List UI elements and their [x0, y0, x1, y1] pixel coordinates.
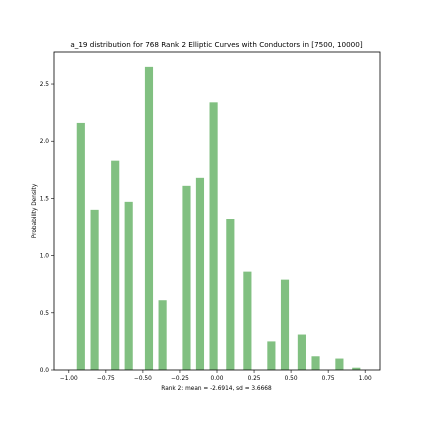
bar-10 — [243, 271, 252, 370]
bar-3 — [124, 201, 133, 370]
x-tick-label: −0.75 — [97, 376, 115, 382]
bar-4 — [144, 66, 154, 370]
bar-6 — [182, 185, 191, 370]
bar-8 — [209, 102, 218, 370]
x-tick-label: 0.00 — [211, 376, 224, 382]
bar-11 — [267, 341, 276, 370]
y-tick-label: 2.5 — [40, 82, 50, 88]
x-tick-label: 0.50 — [285, 376, 298, 382]
x-tick-label: 0.25 — [248, 376, 261, 382]
bar-5 — [158, 300, 167, 370]
chart-title: a_19 distribution for 768 Rank 2 Ellipti… — [70, 40, 362, 49]
y-tick-label: 1.5 — [40, 196, 50, 202]
bar-13 — [297, 334, 306, 370]
x-tick-label: 1.00 — [359, 376, 372, 382]
bars-group — [76, 66, 361, 370]
x-tick-label: 0.75 — [322, 376, 335, 382]
x-tick-label: −0.50 — [134, 376, 152, 382]
y-tick-label: 1.0 — [40, 254, 50, 260]
bar-16 — [352, 367, 361, 370]
x-tick-label: −0.25 — [171, 376, 189, 382]
bar-9 — [226, 219, 235, 370]
x-axis-label: Rank 2: mean = -2.6914, sd = 3.6668 — [161, 386, 272, 392]
x-tick-label: −1.00 — [60, 376, 78, 382]
y-tick-label: 2.0 — [40, 139, 50, 145]
y-axis: 0.0 0.5 1.0 1.5 2.0 2.5 — [40, 82, 54, 374]
y-axis-label: Probability Density — [32, 183, 38, 238]
bar-12 — [280, 279, 290, 370]
y-tick-label: 0.5 — [40, 311, 50, 317]
bar-0 — [76, 122, 85, 370]
x-axis: −1.00 −0.75 −0.50 −0.25 0.00 0.25 0.50 0.75 1.00 — [60, 370, 372, 382]
y-tick-label: 0.0 — [40, 368, 50, 374]
bar-15 — [335, 358, 344, 370]
bar-14 — [311, 356, 320, 370]
bar-1 — [90, 209, 99, 370]
bar-7 — [195, 177, 205, 370]
bar-2 — [111, 160, 120, 370]
